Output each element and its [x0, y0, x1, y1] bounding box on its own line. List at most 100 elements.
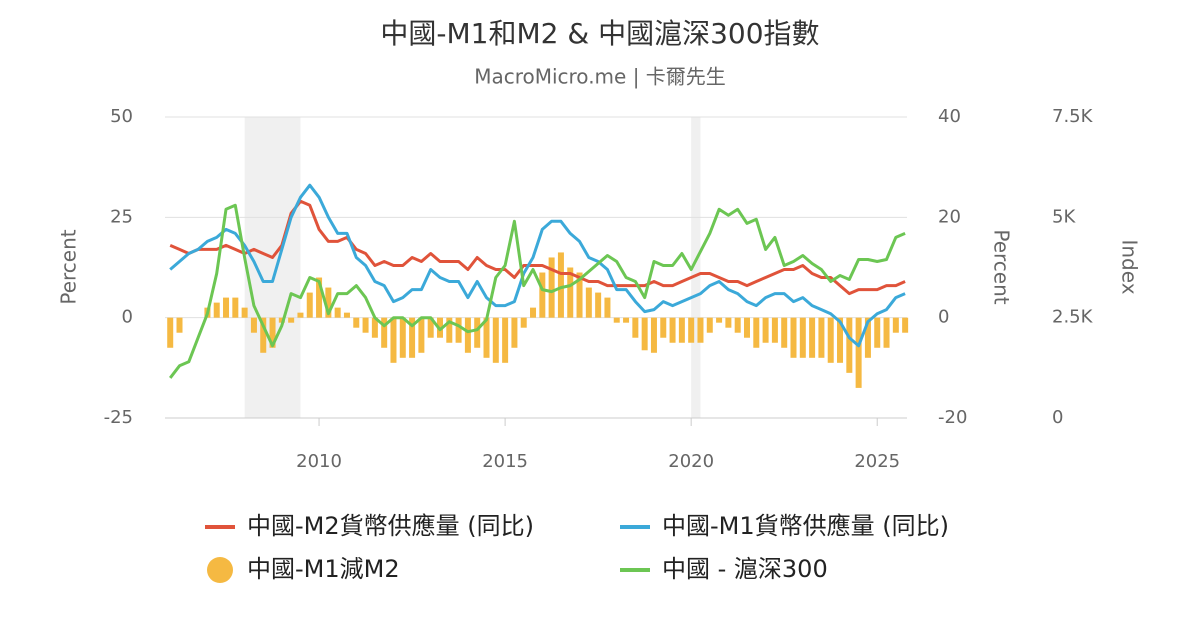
bar	[288, 317, 295, 323]
x-tick-label: 2020	[668, 451, 714, 472]
shaded-region	[691, 117, 701, 418]
bar	[576, 272, 583, 318]
bar	[409, 317, 416, 358]
y2-tick-label: 0	[938, 307, 949, 328]
bar	[250, 317, 257, 333]
bar	[864, 317, 871, 358]
legend-label[interactable]: 中國 - 滬深300	[662, 555, 828, 583]
bar	[827, 317, 834, 363]
bar	[390, 317, 397, 363]
bar	[641, 317, 648, 351]
bar	[316, 277, 323, 318]
bar	[604, 297, 611, 318]
bar	[567, 267, 574, 318]
bar	[557, 252, 564, 318]
bar	[362, 317, 369, 333]
bar	[790, 317, 797, 358]
bar	[846, 317, 853, 373]
legend-label[interactable]: 中國-M2貨幣供應量 (同比)	[247, 512, 534, 540]
bar	[781, 317, 788, 348]
bar	[716, 317, 723, 323]
bar	[399, 317, 406, 358]
bar	[753, 317, 760, 348]
bar	[855, 317, 862, 388]
bar	[511, 317, 518, 348]
bar	[548, 257, 555, 318]
y3-axis-title: Index	[1118, 239, 1142, 294]
line	[169, 183, 906, 348]
bar	[771, 317, 778, 343]
y2-tick-label: 40	[938, 106, 961, 127]
bar	[334, 307, 341, 318]
chart-subtitle: MacroMicro.me | 卡爾先生	[474, 65, 726, 89]
y3-tick-label: 5K	[1052, 206, 1076, 227]
bar	[799, 317, 806, 358]
bar	[446, 317, 453, 343]
bar	[223, 297, 230, 318]
bar	[502, 317, 509, 363]
bar	[706, 317, 713, 333]
bar	[306, 292, 313, 318]
y-tick-label: 25	[110, 206, 133, 227]
bar	[595, 292, 602, 318]
bar	[660, 317, 667, 338]
bar	[353, 317, 360, 328]
bar	[464, 317, 471, 353]
y-tick-label: 0	[122, 307, 133, 328]
bar	[474, 317, 481, 348]
bar	[650, 317, 657, 353]
bar	[176, 317, 183, 333]
bar	[483, 317, 490, 358]
x-tick-label: 2015	[482, 451, 528, 472]
bar	[343, 312, 350, 318]
bar	[743, 317, 750, 338]
bar	[725, 317, 732, 328]
bar	[269, 317, 276, 348]
bar	[492, 317, 499, 363]
bar	[427, 317, 434, 338]
legend-label[interactable]: 中國-M1減M2	[247, 555, 400, 583]
bar	[381, 317, 388, 348]
bar	[613, 317, 620, 323]
bar	[325, 287, 332, 318]
y2-tick-label: -20	[938, 407, 967, 428]
bar	[883, 317, 890, 348]
bar	[809, 317, 816, 358]
y-tick-label: -25	[104, 407, 133, 428]
bar	[167, 317, 174, 348]
bar	[241, 307, 248, 318]
bar	[892, 317, 899, 333]
bar	[874, 317, 881, 348]
y2-tick-label: 20	[938, 206, 961, 227]
bar	[455, 317, 462, 343]
bar	[260, 317, 267, 353]
bar	[688, 317, 695, 343]
legend-marker	[207, 557, 233, 583]
bar	[585, 287, 592, 318]
bar	[762, 317, 769, 343]
bar	[632, 317, 639, 338]
line	[169, 203, 906, 379]
bar	[837, 317, 844, 363]
bar	[530, 307, 537, 318]
bar	[520, 317, 527, 328]
y3-tick-label: 2.5K	[1052, 307, 1094, 328]
bar	[902, 317, 909, 333]
bar	[297, 312, 304, 318]
x-tick-label: 2010	[296, 451, 342, 472]
y3-tick-label: 7.5K	[1052, 106, 1094, 127]
shaded-region	[244, 117, 301, 418]
y-tick-label: 50	[110, 106, 133, 127]
x-tick-label: 2025	[854, 451, 900, 472]
bar	[623, 317, 630, 323]
bar	[418, 317, 425, 353]
bar	[539, 272, 546, 318]
y2-axis-title: Percent	[990, 229, 1014, 304]
bar	[371, 317, 378, 338]
bar	[734, 317, 741, 333]
bar	[818, 317, 825, 358]
legend-label[interactable]: 中國-M1貨幣供應量 (同比)	[662, 512, 949, 540]
bar	[669, 317, 676, 343]
bar	[697, 317, 704, 343]
